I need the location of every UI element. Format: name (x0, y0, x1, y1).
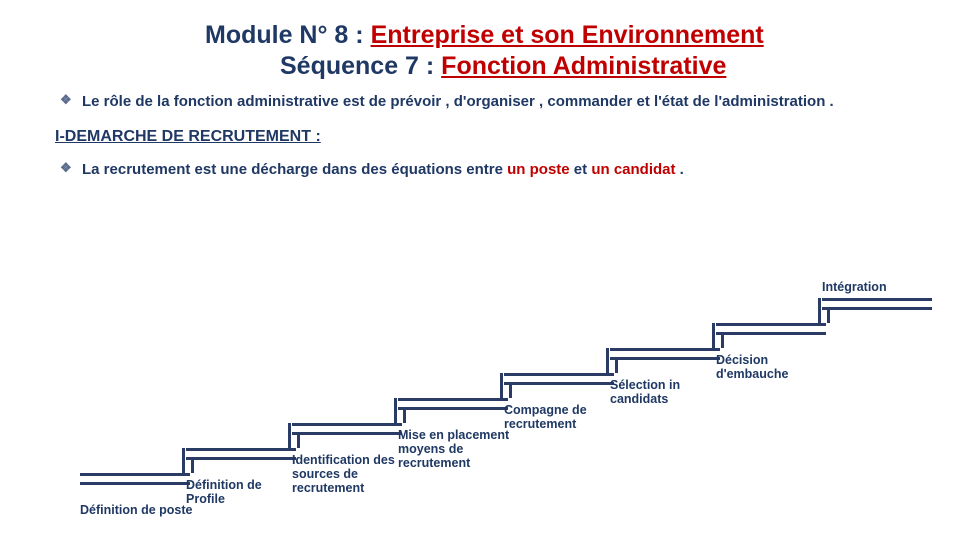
bullet-2-red1: un poste (507, 161, 570, 178)
bullet-2: La recrutement est une décharge dans des… (60, 160, 930, 180)
title-line1-red: Entreprise et son Environnement (371, 21, 764, 49)
step-label: Identification des sources de recrutemen… (292, 453, 407, 495)
recruitment-staircase: Définition de posteDéfinition de Profile… (80, 265, 920, 485)
step-tread (822, 298, 932, 310)
title-line2-red: Fonction Administrative (441, 52, 726, 80)
bullet-2-post: . (676, 161, 684, 178)
step-label: Définition de poste (80, 503, 195, 517)
step-label: Mise en placement moyens de recrutement (398, 428, 513, 470)
step-tread (610, 348, 720, 360)
bullet-2-pre: La recrutement est une décharge dans des… (82, 161, 507, 178)
step-label: Compagne de recrutement (504, 403, 619, 431)
bullet-1: Le rôle de la fonction administrative es… (60, 92, 930, 112)
bullet-1-text: Le rôle de la fonction administrative es… (82, 93, 834, 110)
step-label: Sélection in candidats (610, 378, 725, 406)
step-label: Intégration (822, 280, 937, 294)
page-title: Module N° 8 : Entreprise et son Environn… (205, 20, 764, 83)
section-heading: I-DEMARCHE DE RECRUTEMENT : (55, 128, 925, 146)
content-region: Le rôle de la fonction administrative es… (60, 92, 930, 195)
step-tread (292, 423, 402, 435)
step-tread (716, 323, 826, 335)
title-line2-prefix: Séquence 7 : (280, 52, 441, 80)
step-label: Définition de Profile (186, 478, 301, 506)
step-tread (186, 448, 296, 460)
bullet-2-mid: et (570, 161, 592, 178)
step-label: Décision d'embauche (716, 353, 831, 381)
title-line1-prefix: Module N° 8 : (205, 21, 371, 49)
bullet-2-red2: un candidat (591, 161, 675, 178)
step-tread (398, 398, 508, 410)
step-tread (504, 373, 614, 385)
step-tread (80, 473, 190, 485)
